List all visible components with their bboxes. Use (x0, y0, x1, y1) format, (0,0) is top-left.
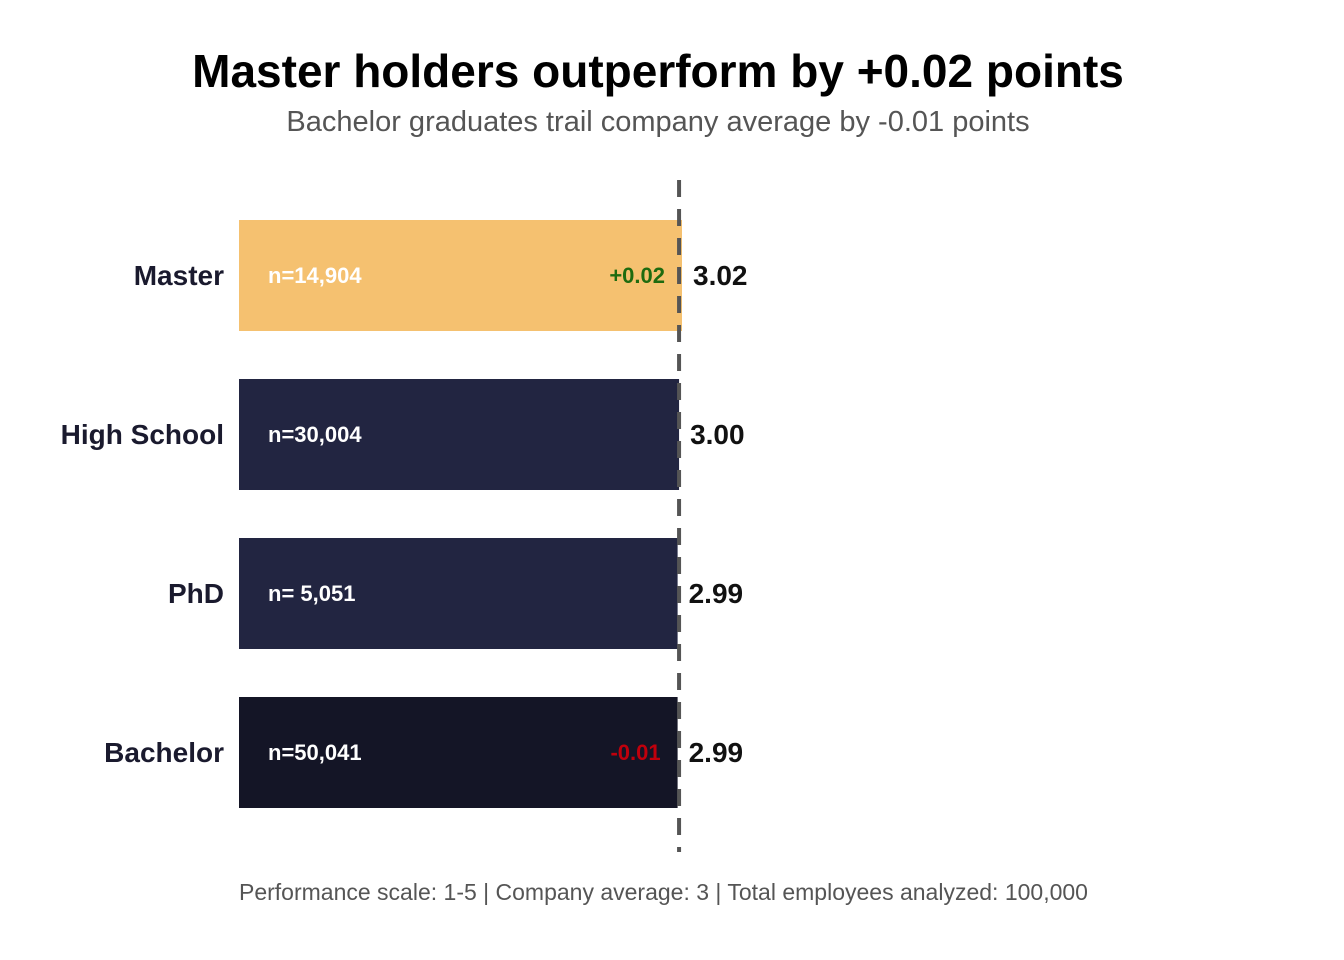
bar (239, 220, 682, 331)
sample-size-label: n=14,904 (268, 263, 362, 288)
category-label: High School (61, 419, 224, 450)
value-label: 3.02 (693, 260, 748, 291)
bar (239, 538, 678, 649)
chart-subtitle: Bachelor graduates trail company average… (286, 106, 1030, 138)
difference-label: +0.02 (609, 263, 665, 288)
chart-caption: Performance scale: 1-5 | Company average… (239, 879, 1088, 905)
category-label: Bachelor (104, 737, 224, 768)
category-label: PhD (168, 578, 224, 609)
sample-size-label: n= 5,051 (268, 581, 355, 606)
value-label: 3.00 (690, 419, 745, 450)
chart-title: Master holders outperform by +0.02 point… (192, 45, 1124, 97)
bar (239, 697, 678, 808)
difference-label: -0.01 (610, 740, 660, 765)
sample-size-label: n=50,041 (268, 740, 362, 765)
bar (239, 379, 680, 490)
value-label: 2.99 (689, 737, 744, 768)
category-label: Master (134, 260, 224, 291)
sample-size-label: n=30,004 (268, 422, 362, 447)
value-label: 2.99 (689, 578, 744, 609)
